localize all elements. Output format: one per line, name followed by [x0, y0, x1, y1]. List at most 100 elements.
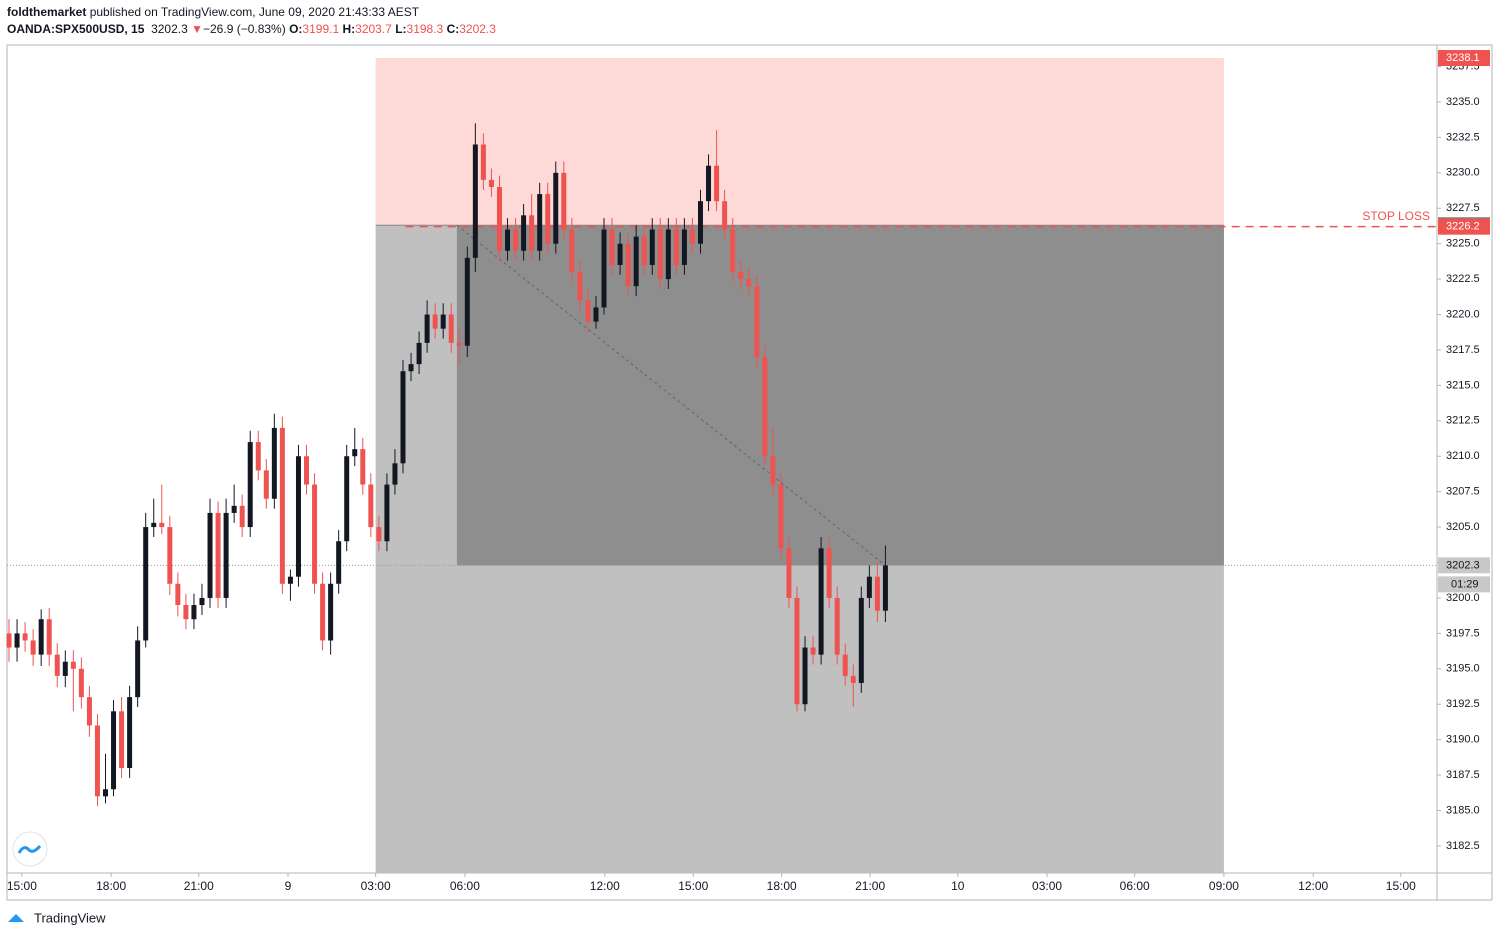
candle-body — [392, 463, 398, 485]
candle-body — [239, 505, 245, 528]
candle-body — [86, 697, 92, 726]
x-tick-label: 12:00 — [590, 879, 620, 893]
candle-body — [545, 194, 551, 244]
candle-body — [408, 364, 414, 372]
candle-body — [770, 456, 776, 485]
candle-body — [424, 314, 430, 343]
candle-body — [689, 229, 695, 244]
candle-body — [207, 512, 213, 598]
y-tick-label: 3182.5 — [1446, 840, 1480, 852]
candle-body — [247, 442, 253, 528]
candle-body — [834, 597, 840, 655]
candle-body — [746, 279, 752, 287]
candle-body — [175, 583, 181, 606]
candle-body — [368, 484, 374, 528]
logo-icon — [17, 844, 42, 854]
candle-body — [376, 527, 382, 542]
candle-body — [505, 229, 511, 251]
x-tick-label: 06:00 — [450, 879, 480, 893]
candle-body — [304, 456, 310, 485]
candle-body — [794, 597, 800, 705]
chart-frame — [6, 44, 1493, 901]
candle-body — [738, 272, 744, 280]
candle-body — [231, 505, 237, 513]
candle-body — [215, 512, 221, 598]
x-tick-label: 12:00 — [1298, 879, 1328, 893]
change: −26.9 (−0.83%) — [203, 22, 286, 36]
candle-body — [312, 484, 318, 584]
candle-body — [730, 229, 736, 273]
legend-line: OANDA:SPX500USD, 15 3202.3 ▼−26.9 (−0.83… — [7, 22, 496, 36]
c-label: C: — [446, 22, 460, 36]
candle-body — [159, 522, 165, 528]
y-tick-label: 3217.5 — [1446, 344, 1480, 356]
candle-body — [842, 654, 848, 676]
candle-body — [295, 456, 301, 577]
candle-body — [858, 597, 864, 683]
candle-body — [328, 583, 334, 641]
y-tick-label: 3190.0 — [1446, 734, 1480, 746]
candle-body — [472, 144, 478, 258]
candle-body — [521, 215, 527, 251]
price-label-box — [1438, 218, 1490, 235]
last: 3202.3 — [151, 22, 188, 36]
candle-body — [271, 427, 277, 499]
open-zone — [456, 225, 1224, 566]
y-tick-label: 3210.0 — [1446, 450, 1480, 462]
candle-body — [183, 605, 189, 620]
candle-body — [593, 307, 599, 322]
candle-body — [714, 165, 720, 202]
candle-body — [810, 647, 816, 655]
candle-body — [537, 194, 543, 251]
candle-body — [665, 229, 671, 280]
y-tick-label: 3195.0 — [1446, 663, 1480, 675]
x-tick-label: 15:00 — [7, 879, 37, 893]
candle-body — [30, 640, 36, 655]
price-label-box — [1438, 50, 1490, 67]
candle-body — [697, 201, 703, 244]
x-tick-label: 03:00 — [361, 879, 391, 893]
y-tick-label: 3207.5 — [1446, 486, 1480, 498]
candle-body — [143, 527, 149, 641]
candle-body — [223, 512, 229, 598]
candle-body — [119, 711, 125, 768]
y-tick-label: 3232.5 — [1446, 131, 1480, 143]
x-tick-label: 18:00 — [767, 879, 797, 893]
candle-body — [585, 300, 591, 322]
o-label: O: — [289, 22, 303, 36]
h-label: H: — [342, 22, 356, 36]
candle-body — [94, 725, 100, 797]
brand-icon — [8, 914, 24, 922]
candle-body — [569, 229, 575, 273]
candle-body — [641, 236, 647, 265]
candle-body — [344, 456, 350, 542]
y-tick-label: 3192.5 — [1446, 698, 1480, 710]
y-tick-label: 3197.5 — [1446, 627, 1480, 639]
candle-body — [255, 442, 261, 471]
candle-body — [722, 201, 728, 230]
candle-body — [38, 619, 44, 655]
y-tick-label: 3205.0 — [1446, 521, 1480, 533]
y-tick-label: 3200.0 — [1446, 592, 1480, 604]
brand[interactable]: TradingView — [34, 910, 106, 925]
candle-body — [633, 236, 639, 287]
author[interactable]: foldthemarket — [7, 5, 87, 19]
x-tick-label: 21:00 — [855, 879, 885, 893]
candle-body — [111, 711, 117, 790]
candle-body — [673, 229, 679, 265]
candle-body — [263, 470, 269, 499]
candle-body — [866, 576, 872, 598]
candle-body — [778, 484, 784, 549]
l-label: L: — [395, 22, 407, 36]
candle-body — [191, 605, 197, 620]
candle-body — [496, 186, 502, 251]
arrow: ▼ — [191, 22, 203, 36]
candle-body — [529, 215, 535, 251]
candle-body — [400, 371, 406, 464]
x-tick-label: 15:00 — [678, 879, 708, 893]
y-tick-label: 3235.0 — [1446, 96, 1480, 108]
c: 3202.3 — [459, 22, 496, 36]
candle-body — [464, 257, 470, 346]
